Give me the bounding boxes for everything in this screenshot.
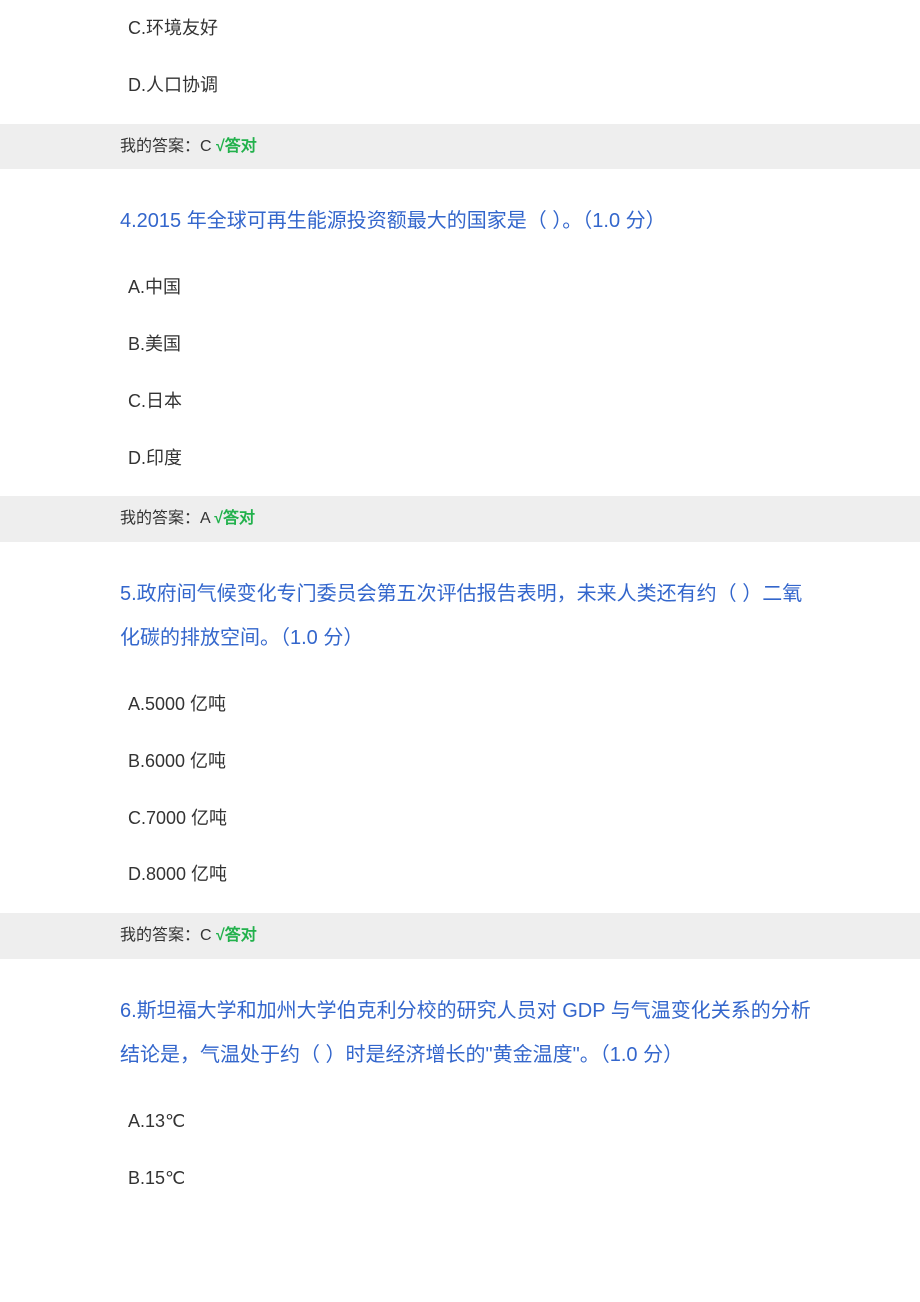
answer-row: 我的答案：C √答对 bbox=[0, 124, 920, 170]
option-d: D.人口协调 bbox=[0, 57, 920, 114]
correct-label: 答对 bbox=[225, 927, 257, 944]
option-a: A.5000 亿吨 bbox=[0, 676, 920, 733]
question-6: 6.斯坦福大学和加州大学伯克利分校的研究人员对 GDP 与气温变化关系的分析结论… bbox=[0, 959, 920, 1093]
option-c: C.环境友好 bbox=[0, 0, 920, 57]
correct-label: 答对 bbox=[223, 510, 255, 527]
correct-label: 答对 bbox=[225, 138, 257, 155]
question-4: 4.2015 年全球可再生能源投资额最大的国家是（ ）。（1.0 分） bbox=[0, 169, 920, 259]
option-c: C.7000 亿吨 bbox=[0, 790, 920, 847]
checkmark-icon: √ bbox=[214, 510, 223, 527]
option-b: B.美国 bbox=[0, 316, 920, 373]
option-c: C.日本 bbox=[0, 373, 920, 430]
quiz-document: C.环境友好 D.人口协调 我的答案：C √答对 4.2015 年全球可再生能源… bbox=[0, 0, 920, 1266]
answer-row: 我的答案：A √答对 bbox=[0, 496, 920, 542]
option-d: D.8000 亿吨 bbox=[0, 846, 920, 903]
answer-row: 我的答案：C √答对 bbox=[0, 913, 920, 959]
option-b: B.6000 亿吨 bbox=[0, 733, 920, 790]
checkmark-icon: √ bbox=[216, 138, 225, 155]
option-a: A.13℃ bbox=[0, 1093, 920, 1150]
checkmark-icon: √ bbox=[216, 927, 225, 944]
option-b: B.15℃ bbox=[0, 1150, 920, 1207]
answer-prefix: 我的答案：C bbox=[120, 138, 212, 155]
answer-prefix: 我的答案：C bbox=[120, 927, 212, 944]
option-a: A.中国 bbox=[0, 259, 920, 316]
question-5: 5.政府间气候变化专门委员会第五次评估报告表明，未来人类还有约（ ）二氧化碳的排… bbox=[0, 542, 920, 676]
option-d: D.印度 bbox=[0, 430, 920, 487]
answer-prefix: 我的答案：A bbox=[120, 510, 210, 527]
